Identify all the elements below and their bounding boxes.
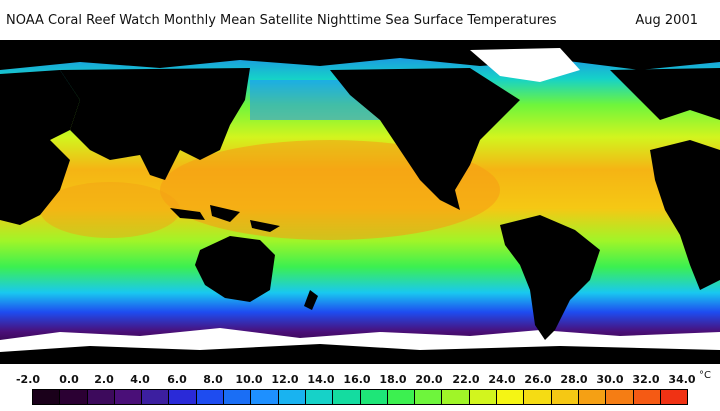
asia-land — [60, 68, 250, 180]
tick-label: 2.0 — [94, 373, 114, 386]
tick-label: 12.0 — [271, 373, 299, 386]
tick-label: 26.0 — [524, 373, 552, 386]
colorbar-tick-labels: -2.0 0.0 2.0 4.0 6.0 8.0 10.0 12.0 14.0 … — [0, 370, 720, 389]
colorbar-swatch — [113, 390, 142, 404]
new-zealand-land — [304, 290, 318, 310]
colorbar-swatch — [359, 390, 387, 404]
colorbar-swatch — [86, 390, 114, 404]
colorbar-swatch — [577, 390, 606, 404]
antarctica-land — [0, 344, 720, 364]
colorbar-swatch — [550, 390, 578, 404]
colorbar-swatch — [277, 390, 305, 404]
colorbar-swatch — [414, 390, 442, 404]
tick-label: 0.0 — [59, 373, 79, 386]
tick-label: 4.0 — [130, 373, 150, 386]
tick-label: 22.0 — [452, 373, 480, 386]
colorbar-swatch — [441, 390, 469, 404]
tick-label: 24.0 — [488, 373, 516, 386]
colorbar-swatch — [659, 390, 688, 404]
tick-label: 6.0 — [167, 373, 187, 386]
tick-label: 30.0 — [596, 373, 624, 386]
colorbar-swatch — [386, 390, 415, 404]
map-title: NOAA Coral Reef Watch Monthly Mean Satel… — [6, 12, 557, 28]
map-title-bar: NOAA Coral Reef Watch Monthly Mean Satel… — [0, 0, 720, 40]
sst-world-map — [0, 40, 720, 364]
unit-label: °C — [699, 370, 711, 381]
tick-label: 28.0 — [560, 373, 588, 386]
colorbar-swatch — [496, 390, 524, 404]
tick-label: -2.0 — [15, 373, 41, 386]
south-america-land — [500, 215, 600, 340]
colorbar-swatch — [304, 390, 333, 404]
arctic-land — [0, 40, 720, 70]
tick-label: 16.0 — [343, 373, 371, 386]
indian-ocean-warm-area — [40, 182, 180, 238]
colorbar-swatch — [59, 390, 87, 404]
tick-label: 10.0 — [235, 373, 263, 386]
north-america-land — [330, 68, 520, 210]
tick-label: 20.0 — [415, 373, 443, 386]
tick-label: 32.0 — [632, 373, 660, 386]
africa-land-east — [650, 140, 720, 290]
arctic-ice-greenland — [470, 48, 580, 82]
australia-land — [195, 236, 275, 302]
colorbar-swatch — [250, 390, 278, 404]
africa-land-west — [0, 70, 80, 225]
temperature-colorbar — [32, 389, 688, 405]
colorbar-swatch — [223, 390, 251, 404]
colorbar-swatch — [468, 390, 497, 404]
colorbar-swatch — [605, 390, 633, 404]
colorbar-swatch — [195, 390, 224, 404]
tick-label: 18.0 — [379, 373, 407, 386]
tick-label: 34.0 — [668, 373, 696, 386]
colorbar-swatch — [332, 390, 360, 404]
colorbar-swatch — [632, 390, 660, 404]
sst-map-svg — [0, 40, 720, 364]
colorbar-swatch — [33, 390, 60, 404]
colorbar-swatch — [141, 390, 169, 404]
map-date: Aug 2001 — [635, 12, 698, 28]
colorbar-swatch — [168, 390, 196, 404]
indonesia-islands — [170, 205, 280, 232]
europe-land — [610, 68, 720, 120]
colorbar-swatch — [523, 390, 551, 404]
tick-label: 14.0 — [307, 373, 335, 386]
tick-label: 8.0 — [203, 373, 223, 386]
